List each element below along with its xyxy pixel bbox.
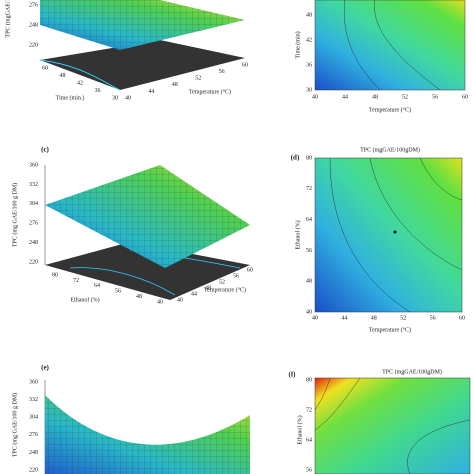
y-tick-label: 56	[306, 248, 312, 254]
x-tick-label: 56	[432, 94, 438, 100]
z-tick-label: 304	[29, 201, 38, 207]
mesh	[40, 0, 245, 50]
z-tick-label: 248	[29, 22, 38, 28]
x-tick-label: 48	[372, 94, 378, 100]
y-tick-label: 80	[306, 155, 312, 161]
x-tick-label: 52	[400, 315, 406, 321]
mesh	[45, 395, 250, 474]
panel-label: (d)	[291, 154, 300, 162]
center-point	[393, 230, 397, 234]
contour-plot	[314, 0, 466, 91]
y-tick-label: 40	[306, 309, 312, 315]
axis-tick-label: 48	[136, 294, 142, 300]
x-tick-label: 52	[402, 94, 408, 100]
axis-label: Time (min.)	[56, 94, 85, 101]
panel-label: (c)	[41, 146, 49, 154]
axis-label: Temperature (°C)	[189, 88, 231, 95]
axis-label: Ethanol (%)	[70, 296, 99, 303]
axis-tick-label: 30	[112, 95, 118, 101]
contour-plot	[314, 157, 463, 313]
axis-tick-label: 40	[125, 95, 131, 101]
floor	[40, 40, 245, 90]
z-axis-label: TPC (mgGAE/100	[4, 0, 11, 38]
axis-tick-label: 40	[177, 297, 183, 303]
z-tick-label: 332	[29, 182, 38, 188]
z-axis-label: TPC (mg GAE/100 g DM)	[11, 183, 18, 247]
contour-plot	[314, 377, 471, 474]
axis-tick-label: 48	[205, 285, 211, 291]
axis-tick-label: 48	[172, 82, 178, 88]
y-tick-label: 56	[306, 467, 312, 473]
axis-tick-label: 56	[115, 289, 121, 295]
axis-tick-label: 80	[52, 272, 58, 278]
y-tick-label: 72	[306, 407, 312, 413]
axis-tick-label: 44	[191, 291, 197, 297]
y-tick-label: 42	[306, 37, 312, 43]
y-tick-label: 48	[306, 279, 312, 285]
z-tick-label: 276	[29, 2, 38, 8]
axis-tick-label: 52	[195, 76, 201, 82]
axis-tick-label: 60	[247, 267, 253, 273]
z-tick-label: 220	[29, 467, 38, 473]
contour-line	[39, 59, 121, 91]
y-tick-label: 72	[306, 186, 312, 192]
z-tick-label: 220	[29, 42, 38, 48]
panel-label: (f)	[289, 371, 297, 379]
panel-label: (e)	[41, 364, 49, 372]
floor	[45, 242, 250, 300]
x-tick-label: 60	[462, 94, 468, 100]
axis-tick-label: 48	[60, 73, 66, 79]
axis-tick-label: 56	[233, 273, 239, 279]
x-tick-label: 44	[342, 94, 348, 100]
z-tick-label: 248	[29, 450, 38, 456]
z-tick-label: 360	[29, 379, 38, 385]
contour-line	[314, 377, 471, 474]
axis-tick-label: 56	[219, 69, 225, 75]
z-tick-label: 276	[29, 432, 38, 438]
plot-title: TPC (mgGAE/100gDM)	[360, 146, 420, 153]
axis-tick-label: 42	[77, 80, 83, 86]
y-tick-label: 36	[306, 62, 312, 68]
y-tick-label: 64	[306, 437, 312, 443]
contour-line	[344, 0, 441, 91]
axis-tick-label: 60	[242, 62, 248, 68]
x-tick-label: 56	[430, 315, 436, 321]
mesh	[45, 165, 250, 268]
x-axis-label: Temperature (°C)	[369, 106, 411, 113]
axis-label: Temperature (°C)	[204, 286, 246, 293]
z-tick-label: 360	[29, 162, 38, 168]
z-tick-label: 276	[29, 221, 38, 227]
y-axis-label: Ethanol (%)	[296, 415, 303, 444]
axis-tick-label: 44	[148, 89, 154, 95]
z-axis-label: TPC (mg GAE/100 g DM)	[11, 393, 18, 457]
axis-tick-label: 60	[42, 65, 48, 71]
axis-tick-label: 52	[219, 279, 225, 285]
z-tick-label: 332	[29, 397, 38, 403]
axis-tick-label: 72	[73, 278, 79, 284]
z-tick-label: 220	[29, 259, 38, 265]
y-axis-label: Ethanol (%)	[294, 220, 301, 249]
y-tick-label: 30	[306, 87, 312, 93]
y-tick-label: 64	[306, 217, 312, 223]
y-axis-label: Time (min)	[294, 31, 301, 58]
axis-tick-label: 36	[95, 88, 101, 94]
x-axis-label: Temperature (°C)	[369, 326, 411, 333]
axis-tick-label: 64	[94, 283, 100, 289]
x-tick-label: 40	[312, 94, 318, 100]
x-tick-label: 60	[459, 315, 465, 321]
plot-title: TPC (mgGAE/100gDM)	[382, 368, 442, 375]
x-tick-label: 48	[371, 315, 377, 321]
x-tick-label: 44	[341, 315, 347, 321]
y-tick-label: 48	[306, 12, 312, 18]
x-tick-label: 40	[312, 315, 318, 321]
z-tick-label: 248	[29, 240, 38, 246]
y-tick-label: 80	[306, 377, 312, 383]
z-tick-label: 304	[29, 415, 38, 421]
axis-tick-label: 40	[157, 299, 163, 305]
